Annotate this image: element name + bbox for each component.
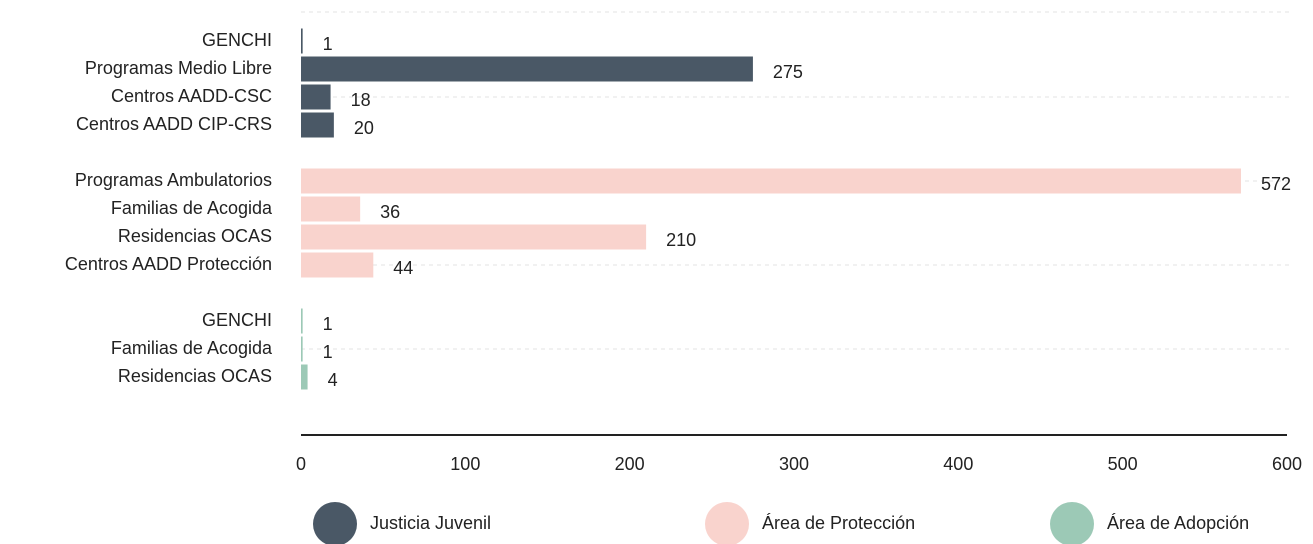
category-label: Familias de Acogida [111, 338, 273, 358]
category-label: Centros AADD-CSC [111, 86, 272, 106]
legend-label: Justicia Juvenil [370, 513, 491, 533]
x-tick-label: 400 [943, 454, 973, 474]
bar [301, 112, 334, 138]
value-label: 18 [351, 90, 371, 110]
value-label: 1 [323, 342, 333, 362]
legend-label: Área de Protección [762, 513, 915, 533]
bar [301, 308, 303, 334]
category-label: GENCHI [202, 30, 272, 50]
value-label: 572 [1261, 174, 1291, 194]
bar [301, 28, 303, 54]
x-tick-label: 300 [779, 454, 809, 474]
bar [301, 56, 753, 82]
bar [301, 84, 331, 110]
bar [301, 252, 374, 278]
value-label: 20 [354, 118, 374, 138]
bar [301, 336, 303, 362]
legend-swatch [705, 502, 749, 544]
x-tick-label: 200 [615, 454, 645, 474]
category-label: GENCHI [202, 310, 272, 330]
value-label: 1 [323, 34, 333, 54]
legend-label: Área de Adopción [1107, 513, 1249, 533]
bar [301, 364, 308, 390]
value-label: 275 [773, 62, 803, 82]
legend-swatch [313, 502, 357, 544]
x-tick-label: 0 [296, 454, 306, 474]
category-label: Residencias OCAS [118, 226, 272, 246]
x-tick-label: 100 [450, 454, 480, 474]
value-label: 210 [666, 230, 696, 250]
bar [301, 224, 647, 250]
category-label: Centros AADD CIP-CRS [76, 114, 272, 134]
category-label: Programas Ambulatorios [75, 170, 272, 190]
value-label: 4 [328, 370, 338, 390]
value-label: 1 [323, 314, 333, 334]
value-label: 36 [380, 202, 400, 222]
x-tick-label: 500 [1108, 454, 1138, 474]
category-label: Familias de Acogida [111, 198, 273, 218]
category-label: Centros AADD Protección [65, 254, 272, 274]
category-label: Programas Medio Libre [85, 58, 272, 78]
bar [301, 196, 361, 222]
legend-swatch [1050, 502, 1094, 544]
value-label: 44 [393, 258, 413, 278]
x-tick-label: 600 [1272, 454, 1302, 474]
category-label: Residencias OCAS [118, 366, 272, 386]
bar [301, 168, 1241, 194]
